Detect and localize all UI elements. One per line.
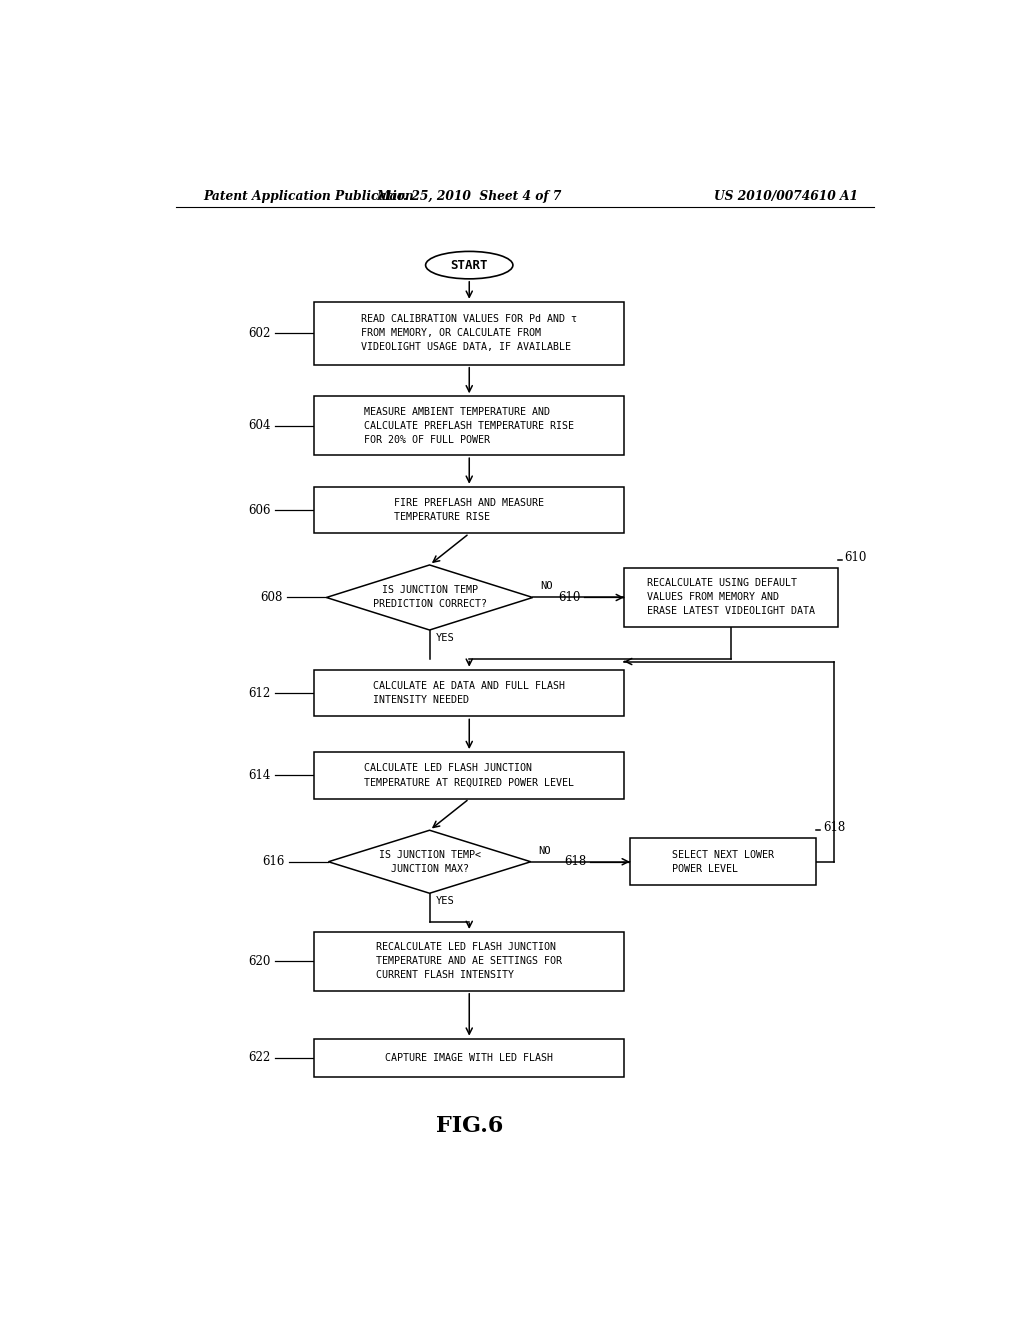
FancyBboxPatch shape [314, 669, 624, 717]
Text: Patent Application Publication: Patent Application Publication [204, 190, 414, 202]
Text: 610: 610 [845, 550, 867, 564]
Text: 606: 606 [249, 503, 270, 516]
FancyBboxPatch shape [314, 487, 624, 533]
Ellipse shape [426, 251, 513, 279]
Text: CALCULATE LED FLASH JUNCTION
TEMPERATURE AT REQUIRED POWER LEVEL: CALCULATE LED FLASH JUNCTION TEMPERATURE… [365, 763, 574, 787]
Polygon shape [329, 830, 530, 894]
Text: IS JUNCTION TEMP<
JUNCTION MAX?: IS JUNCTION TEMP< JUNCTION MAX? [379, 850, 480, 874]
Text: 622: 622 [249, 1052, 270, 1064]
Text: IS JUNCTION TEMP
PREDICTION CORRECT?: IS JUNCTION TEMP PREDICTION CORRECT? [373, 586, 486, 610]
Text: YES: YES [436, 634, 455, 643]
FancyBboxPatch shape [314, 752, 624, 799]
Text: 608: 608 [260, 591, 283, 605]
Text: 612: 612 [249, 686, 270, 700]
Text: 610: 610 [558, 591, 581, 605]
Text: READ CALIBRATION VALUES FOR Pd AND τ
FROM MEMORY, OR CALCULATE FROM
VIDEOLIGHT U: READ CALIBRATION VALUES FOR Pd AND τ FRO… [361, 314, 578, 352]
Polygon shape [327, 565, 532, 630]
Text: RECALCULATE LED FLASH JUNCTION
TEMPERATURE AND AE SETTINGS FOR
CURRENT FLASH INT: RECALCULATE LED FLASH JUNCTION TEMPERATU… [376, 942, 562, 981]
Text: START: START [451, 259, 488, 272]
Text: 602: 602 [249, 327, 270, 339]
Text: FIG.6: FIG.6 [435, 1115, 503, 1137]
FancyBboxPatch shape [314, 1039, 624, 1077]
Text: YES: YES [436, 896, 455, 907]
Text: 604: 604 [249, 420, 270, 432]
FancyBboxPatch shape [624, 568, 839, 627]
Text: CALCULATE AE DATA AND FULL FLASH
INTENSITY NEEDED: CALCULATE AE DATA AND FULL FLASH INTENSI… [373, 681, 565, 705]
Text: MEASURE AMBIENT TEMPERATURE AND
CALCULATE PREFLASH TEMPERATURE RISE
FOR 20% OF F: MEASURE AMBIENT TEMPERATURE AND CALCULAT… [365, 407, 574, 445]
Text: 618: 618 [564, 855, 587, 869]
Text: Mar. 25, 2010  Sheet 4 of 7: Mar. 25, 2010 Sheet 4 of 7 [377, 190, 562, 202]
Text: US 2010/0074610 A1: US 2010/0074610 A1 [714, 190, 858, 202]
Text: NO: NO [541, 581, 553, 591]
Text: CAPTURE IMAGE WITH LED FLASH: CAPTURE IMAGE WITH LED FLASH [385, 1053, 553, 1063]
Text: 620: 620 [249, 954, 270, 968]
Text: RECALCULATE USING DEFAULT
VALUES FROM MEMORY AND
ERASE LATEST VIDEOLIGHT DATA: RECALCULATE USING DEFAULT VALUES FROM ME… [647, 578, 815, 616]
Text: NO: NO [539, 846, 551, 855]
FancyBboxPatch shape [314, 302, 624, 364]
Text: 616: 616 [262, 855, 285, 869]
Text: FIRE PREFLASH AND MEASURE
TEMPERATURE RISE: FIRE PREFLASH AND MEASURE TEMPERATURE RI… [394, 498, 544, 523]
Text: SELECT NEXT LOWER
POWER LEVEL: SELECT NEXT LOWER POWER LEVEL [672, 850, 774, 874]
Text: 618: 618 [823, 821, 845, 834]
Text: 614: 614 [249, 768, 270, 781]
FancyBboxPatch shape [630, 838, 816, 886]
FancyBboxPatch shape [314, 932, 624, 991]
FancyBboxPatch shape [314, 396, 624, 455]
